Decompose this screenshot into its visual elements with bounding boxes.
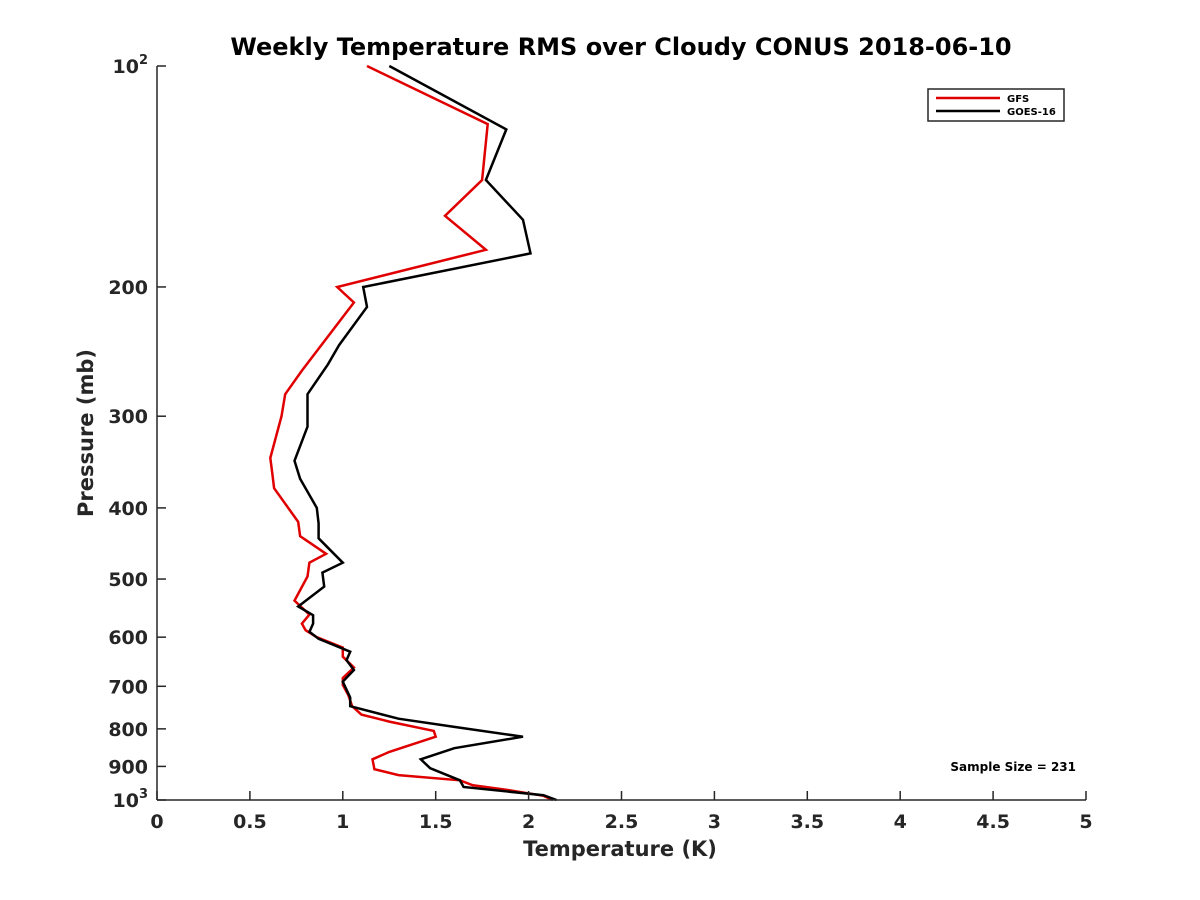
y-tick-label: 600: [108, 627, 148, 649]
sample-size-annotation: Sample Size = 231: [950, 760, 1076, 774]
chart-title: Weekly Temperature RMS over Cloudy CONUS…: [230, 33, 1011, 61]
legend: GFS GOES-16: [927, 88, 1065, 122]
x-tick-label: 1: [336, 811, 349, 833]
y-tick-label: 300: [108, 406, 148, 428]
y-tick-label: 400: [108, 498, 148, 520]
legend-label-goes-16: GOES-16: [1007, 107, 1056, 118]
series-line-gfs: [269, 64, 554, 802]
y-tick-label: 200: [108, 277, 148, 299]
legend-box: [927, 88, 1065, 122]
legend-label-gfs: GFS: [1007, 94, 1029, 105]
x-tick-label: 4: [894, 811, 907, 833]
x-tick-label: 2.5: [605, 811, 639, 833]
x-axis-label: Temperature (K): [523, 837, 717, 861]
y-tick-label: 700: [108, 676, 148, 698]
plot-area: [269, 64, 557, 802]
y-tick-label: 103: [113, 787, 149, 812]
y-tick-label: 500: [108, 569, 148, 591]
x-tick-label: 4.5: [976, 811, 1010, 833]
x-tick-label: 5: [1079, 811, 1092, 833]
x-axis: 0 0.5 1 1.5 2 2.5 3 3.5 4 4.5 5: [150, 791, 1093, 833]
y-tick-label: 800: [108, 719, 148, 741]
series-line-goes-16: [293, 64, 557, 802]
x-tick-label: 3: [708, 811, 721, 833]
y-axis: 102 200 300 400 500 600 700 800 900 103: [108, 53, 166, 812]
y-tick-label: 900: [108, 756, 148, 778]
x-tick-label: 2: [522, 811, 535, 833]
x-tick-label: 3.5: [790, 811, 824, 833]
x-tick-label: 0.5: [233, 811, 267, 833]
y-axis-label: Pressure (mb): [74, 349, 98, 517]
x-tick-label: 1.5: [419, 811, 453, 833]
y-tick-label: 102: [113, 53, 149, 78]
x-tick-label: 0: [150, 811, 163, 833]
